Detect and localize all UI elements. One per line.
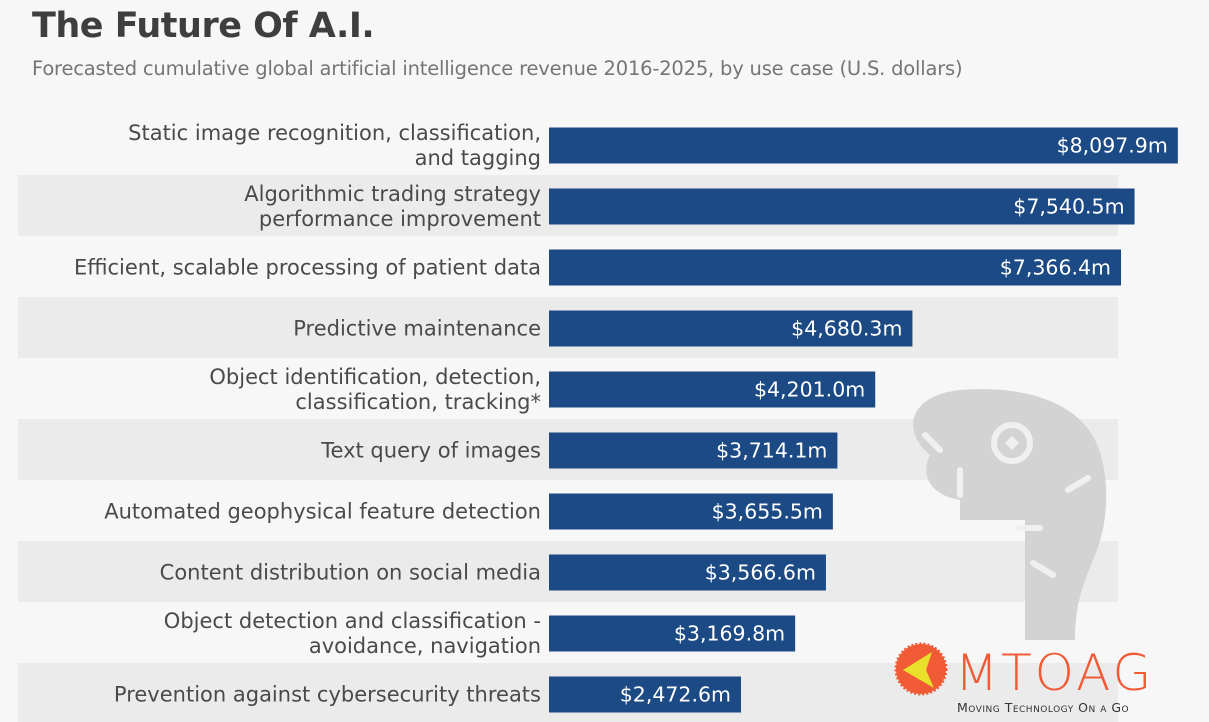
category-label: Efficient, scalable processing of patien… <box>74 256 541 280</box>
category-label: classification, tracking* <box>295 390 541 414</box>
bar <box>549 371 876 408</box>
bar-row: Static image recognition, classification… <box>128 121 1178 170</box>
logo-tagline-text: Moving Technology On a Go <box>957 700 1129 715</box>
category-label: avoidance, navigation <box>309 634 541 658</box>
logo-brand-text: MTOAG <box>955 644 1154 702</box>
category-label: Prevention against cybersecurity threats <box>114 683 541 707</box>
bar-row: Prevention against cybersecurity threats… <box>114 676 742 713</box>
brain-watermark-icon <box>913 389 1107 640</box>
data-label: $3,714.1m <box>716 439 827 463</box>
category-label: Algorithmic trading strategy <box>244 182 541 206</box>
bar <box>549 127 1178 164</box>
category-label: Object identification, detection, <box>209 365 541 389</box>
bar-row: Automated geophysical feature detection $… <box>104 493 833 530</box>
data-label: $7,540.5m <box>1013 195 1124 219</box>
category-label: and tagging <box>415 146 541 170</box>
data-label: $8,097.9m <box>1057 134 1168 158</box>
bar <box>549 432 838 469</box>
mtoag-logo: MTOAG Moving Technology On a Go <box>894 642 1154 715</box>
bar-row: Object identification, detection,classif… <box>209 365 876 414</box>
category-label: Predictive maintenance <box>293 317 541 341</box>
bar <box>549 310 913 347</box>
data-label: $7,366.4m <box>1000 256 1111 280</box>
data-label: $4,680.3m <box>791 317 902 341</box>
category-label: Automated geophysical feature detection <box>104 500 541 524</box>
chart-subtitle: Forecasted cumulative global artificial … <box>32 57 963 80</box>
bar-row: Predictive maintenance $4,680.3m <box>293 310 913 347</box>
bar-row: Efficient, scalable processing of patien… <box>74 249 1122 286</box>
category-label: Static image recognition, classification… <box>128 121 541 145</box>
bar <box>549 554 826 591</box>
category-label: Content distribution on social media <box>160 561 541 585</box>
bar-row: Algorithmic trading strategyperformance … <box>244 182 1135 231</box>
category-label: Object detection and classification - <box>164 609 541 633</box>
data-label: $3,655.5m <box>712 500 823 524</box>
data-label: $4,201.0m <box>754 378 865 402</box>
data-label: $3,566.6m <box>705 561 816 585</box>
bar <box>549 676 742 713</box>
bar <box>549 493 833 530</box>
bar <box>549 615 796 652</box>
chart-title: The Future Of A.I. <box>32 6 375 46</box>
category-label: Text query of images <box>320 439 541 463</box>
data-label: $2,472.6m <box>620 683 731 707</box>
bar-row: Object detection and classification -avo… <box>164 609 796 658</box>
bar-row: Content distribution on social media $3,5… <box>160 554 826 591</box>
bar-row: Text query of images $3,714.1m <box>320 432 838 469</box>
bar-rows: Static image recognition, classification… <box>74 121 1178 713</box>
bar <box>549 249 1122 286</box>
data-label: $3,169.8m <box>674 622 785 646</box>
bar <box>549 188 1135 225</box>
category-label: performance improvement <box>259 207 541 231</box>
sun-icon <box>894 642 948 696</box>
